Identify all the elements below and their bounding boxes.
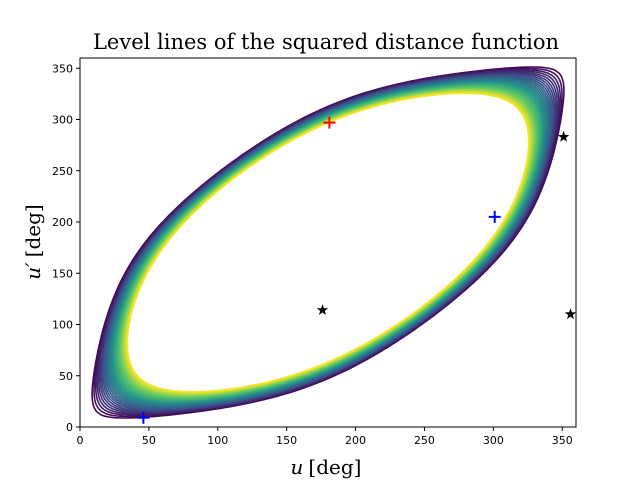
y-tick-label: 0 (66, 421, 73, 434)
x-tick-label: 200 (345, 434, 366, 447)
y-tick-label: 250 (52, 165, 73, 178)
x-tick-label: 250 (414, 434, 435, 447)
contour-level (109, 79, 547, 406)
y-tick-label: 150 (52, 267, 73, 280)
x-axis-variable: u (291, 455, 304, 479)
contour-level (102, 74, 554, 411)
contour-lines (91, 66, 565, 419)
contour-level (104, 76, 552, 409)
contour-level (115, 84, 541, 401)
contour-level (110, 80, 546, 405)
contour-level (118, 86, 538, 399)
contour-level (117, 85, 539, 400)
contour-level (119, 87, 537, 398)
contour-level (126, 92, 530, 393)
contour-level (103, 75, 553, 410)
star-marker-saddle (316, 304, 329, 315)
x-axis-ticks: 0 50 100 150 200 250 300 350 (77, 427, 573, 447)
y-tick-label: 100 (52, 319, 73, 332)
contour-level (125, 91, 531, 394)
star-marker-saddle (557, 130, 570, 142)
contour-level (100, 73, 556, 412)
contour-level (123, 89, 533, 396)
x-axis-label: u [deg] (291, 455, 362, 479)
contour-level (116, 84, 540, 401)
plus-marker-min (137, 411, 150, 424)
x-tick-label: 100 (207, 434, 228, 447)
contour-level (99, 72, 557, 413)
plot-frame (79, 57, 577, 428)
x-tick-label: 300 (483, 434, 504, 447)
contour-level (113, 82, 543, 403)
contour-level (112, 81, 544, 404)
contour-level (120, 87, 536, 398)
plus-marker-max (323, 116, 336, 129)
y-tick-label: 50 (59, 370, 73, 383)
star-marker-saddle (564, 308, 577, 320)
x-tick-label: 0 (77, 434, 84, 447)
contour-level (123, 90, 533, 395)
contour-level (121, 88, 535, 397)
y-axis-label: u′ [deg] (21, 204, 45, 279)
critical-point-markers (137, 116, 577, 424)
contour-level (124, 91, 532, 394)
x-axis-unit: [deg] (308, 455, 361, 479)
contour-level (106, 77, 550, 408)
y-tick-label: 200 (52, 216, 73, 229)
contour-level (111, 81, 545, 404)
chart-title: Level lines of the squared distance func… (93, 30, 559, 54)
x-tick-label: 350 (552, 434, 573, 447)
y-axis-variable: u′ (21, 262, 45, 280)
y-axis-ticks: 0 50 100 150 200 250 300 350 (52, 62, 80, 434)
y-axis-unit: [deg] (21, 204, 45, 257)
x-tick-label: 50 (142, 434, 156, 447)
x-tick-label: 150 (276, 434, 297, 447)
contour-level (108, 78, 548, 407)
y-tick-label: 350 (52, 62, 73, 75)
contour-level (122, 89, 534, 396)
plus-marker-min (488, 210, 501, 223)
contour-level (105, 76, 551, 409)
contour-level (114, 83, 542, 402)
y-tick-label: 300 (52, 114, 73, 127)
